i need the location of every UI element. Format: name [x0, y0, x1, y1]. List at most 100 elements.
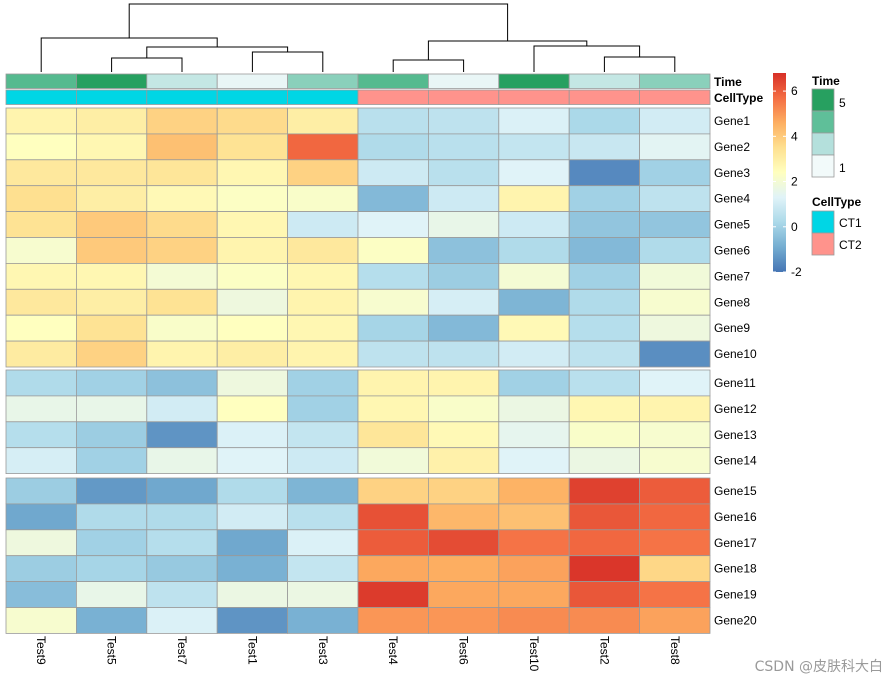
dendrogram-branch: [533, 45, 641, 72]
heatmap-cell: [498, 314, 570, 342]
heatmap-cell: [287, 185, 359, 212]
heatmap-cell: [498, 133, 570, 161]
heatmap-cell: [568, 555, 641, 583]
heatmap-cell: [146, 581, 218, 608]
column-label: Test9: [34, 636, 48, 665]
heatmap-cell: [146, 314, 218, 342]
dendrogram-branch: [392, 59, 465, 72]
heatmap-cell: [287, 447, 359, 475]
heatmap-cell: [568, 262, 641, 290]
column-labels: Test9 Test5 Test7 Test1 Test3 Test4 Test6 Test1…: [34, 636, 682, 672]
row-labels: Gene1 Gene2 Gene3 Gene4 Gene5 Gene6 Gene7 Gene8…: [714, 114, 757, 628]
dendrogram-branch: [251, 51, 324, 72]
heatmap-cell: [639, 503, 711, 531]
heatmap-cell: [76, 529, 148, 557]
heatmap-cell: [216, 262, 288, 290]
heatmap-cell: [498, 421, 570, 449]
heatmap-cell: [5, 262, 77, 290]
heatmap-cell: [498, 395, 570, 423]
heatmap-cell: [357, 237, 429, 264]
heatmap-cell: [76, 262, 148, 290]
heatmap-cell: [287, 340, 359, 368]
heatmap-cell: [216, 133, 288, 161]
color-scale-tick-label: 4: [791, 129, 798, 143]
heatmap-cell: [639, 237, 711, 264]
row-label: Gene13: [714, 428, 757, 442]
heatmap-cell: [357, 395, 429, 423]
heatmap-cell: [5, 607, 77, 634]
heatmap-cell: [357, 477, 429, 505]
heatmap-cell: [639, 133, 711, 161]
row-label: Gene10: [714, 347, 757, 361]
heatmap-cell: [76, 555, 148, 583]
heatmap-cell: [287, 607, 359, 634]
time-legend-tick: 1: [839, 161, 846, 175]
heatmap-cell: [568, 211, 641, 238]
heatmap-cell: [146, 503, 218, 531]
heatmap-cell: [498, 529, 570, 557]
heatmap-cell: [568, 133, 641, 161]
heatmap-cell: [639, 421, 711, 449]
heatmap-cell: [216, 107, 288, 135]
heatmap-cell: [5, 211, 77, 238]
heatmap-cell: [216, 477, 288, 505]
heatmap-cell: [357, 529, 429, 557]
time-legend-swatch: [811, 132, 835, 156]
heatmap-cell: [639, 447, 711, 475]
heatmap-cell: [357, 447, 429, 475]
heatmap-cell: [216, 555, 288, 583]
heatmap-cell: [216, 288, 288, 316]
heatmap-cell: [568, 581, 641, 608]
heatmap-cell: [639, 529, 711, 557]
heatmap-cell: [357, 159, 429, 187]
celltype-annotation-cell: [146, 89, 218, 105]
heatmap-cell: [498, 211, 570, 238]
heatmap-cell: [639, 395, 711, 423]
color-scale-tick-label: 0: [791, 220, 798, 234]
celltype-annotation-cell: [357, 89, 429, 105]
heatmap-cell: [216, 607, 288, 634]
heatmap-cell: [76, 447, 148, 475]
heatmap-cell: [498, 369, 570, 397]
heatmap-cell: [146, 421, 218, 449]
heatmap-cell: [427, 369, 500, 397]
row-label: Gene12: [714, 402, 757, 416]
celltype-legend-swatch: [811, 210, 835, 234]
dendrogram-branch: [40, 37, 218, 72]
heatmap-cell: [427, 395, 500, 423]
color-scale-tick-label: -2: [791, 265, 802, 279]
heatmap-cell: [639, 555, 711, 583]
heatmap-cell: [639, 288, 711, 316]
heatmap-cell: [76, 581, 148, 608]
heatmap-cell: [427, 447, 500, 475]
heatmap-cell: [76, 477, 148, 505]
heatmap-cell: [146, 447, 218, 475]
row-label: Gene9: [714, 321, 750, 335]
heatmap-cell: [357, 133, 429, 161]
heatmap-cell: [498, 288, 570, 316]
row-label: Gene2: [714, 140, 750, 154]
heatmap-cell: [76, 237, 148, 264]
dendrogram-branch: [603, 56, 676, 72]
dendrogram-branch: [128, 3, 509, 41]
heatmap-cell: [5, 581, 77, 608]
heatmap-cells: [5, 107, 711, 634]
column-label: Test4: [386, 636, 400, 665]
heatmap-cell: [639, 369, 711, 397]
time-annotation-cell: [498, 73, 570, 89]
celltype-legend-label: CT2: [839, 238, 862, 252]
column-label: Test8: [668, 636, 682, 665]
heatmap-cell: [427, 288, 500, 316]
heatmap-cell: [427, 607, 500, 634]
heatmap-cell: [5, 314, 77, 342]
time-legend-swatch: [811, 88, 835, 112]
heatmap-cell: [498, 555, 570, 583]
heatmap-cell: [146, 369, 218, 397]
heatmap-cell: [287, 262, 359, 290]
time-annotation-cell: [427, 73, 500, 89]
heatmap-cell: [76, 133, 148, 161]
legends: 6 4 2 0 -2 Time 5 1 CellType CT1 CT2: [773, 73, 862, 279]
heatmap-cell: [287, 395, 359, 423]
heatmap-cell: [639, 340, 711, 368]
